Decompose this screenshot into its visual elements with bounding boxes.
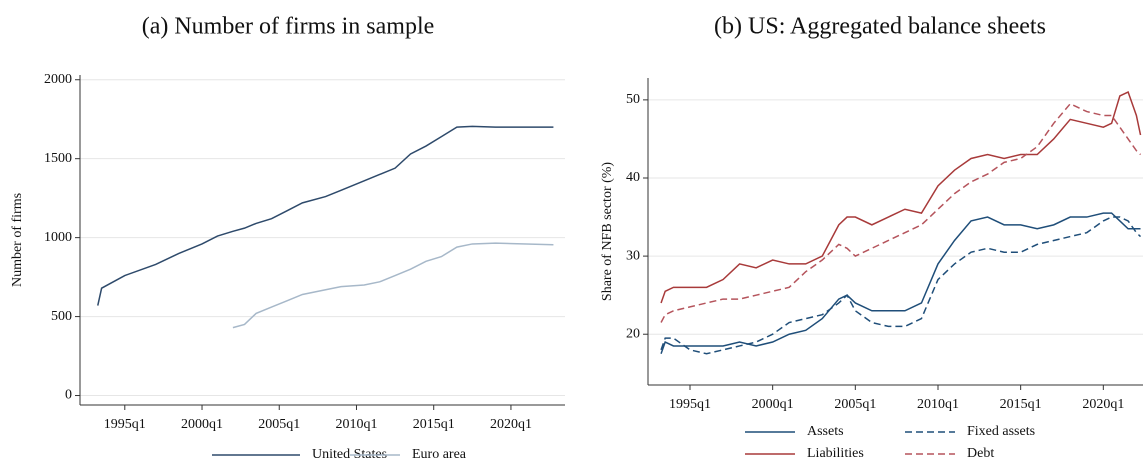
y-tick-label: 1500 — [44, 151, 72, 166]
legend-label: United States — [312, 447, 387, 462]
x-tick-label: 2020q1 — [1082, 397, 1124, 412]
series-line — [660, 102, 1142, 323]
x-tick-label: 2020q1 — [490, 417, 532, 432]
y-tick-label: 1000 — [44, 230, 72, 245]
x-tick-label: 1995q1 — [104, 417, 146, 432]
x-tick-label: 2010q1 — [335, 417, 377, 432]
chart-title: (a) Number of firms in sample — [142, 14, 435, 40]
series-line — [660, 216, 1142, 355]
x-tick-label: 2005q1 — [258, 417, 300, 432]
x-tick-label: 2010q1 — [917, 397, 959, 412]
chart-title: (b) US: Aggregated balance sheets — [714, 14, 1046, 40]
y-tick-label: 2000 — [44, 72, 72, 87]
x-tick-label: 2005q1 — [834, 397, 876, 412]
legend-label: Fixed assets — [967, 424, 1035, 439]
y-axis-label: Number of firms — [10, 193, 25, 287]
y-tick-label: 30 — [626, 248, 640, 263]
y-tick-label: 20 — [626, 326, 640, 341]
series-line — [660, 91, 1142, 304]
series-line — [97, 125, 554, 306]
x-tick-label: 2000q1 — [752, 397, 794, 412]
y-tick-label: 500 — [51, 309, 72, 324]
x-tick-label: 2000q1 — [181, 417, 223, 432]
y-axis-label: Share of NFB sector (%) — [600, 162, 615, 302]
legend-label: Euro area — [412, 447, 467, 462]
legend-label: Assets — [807, 424, 844, 439]
x-tick-label: 1995q1 — [669, 397, 711, 412]
legend-label: Liabilities — [807, 446, 864, 461]
x-tick-label: 2015q1 — [1000, 397, 1042, 412]
y-tick-label: 0 — [65, 388, 72, 403]
y-tick-label: 40 — [626, 170, 640, 185]
x-tick-label: 2015q1 — [413, 417, 455, 432]
series-line — [232, 242, 554, 329]
legend-label: Debt — [967, 446, 994, 461]
y-tick-label: 50 — [626, 92, 640, 107]
series-line — [660, 212, 1141, 354]
